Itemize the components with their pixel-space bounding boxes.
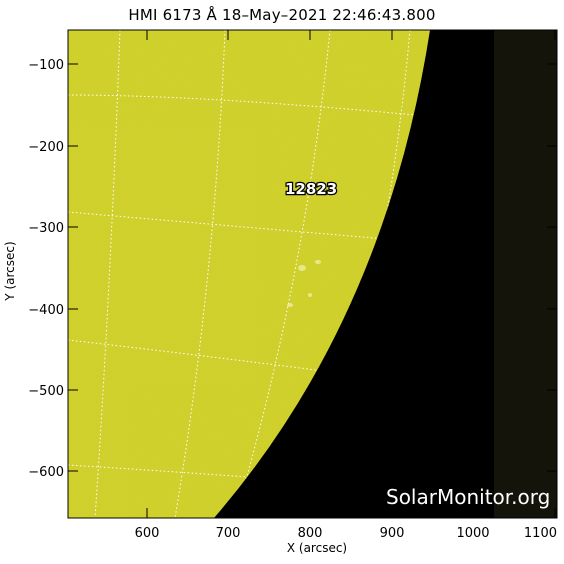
off-frame-strip	[494, 30, 557, 518]
plot-frame	[67, 29, 558, 519]
y-axis-ticks	[68, 63, 557, 472]
x-axis-ticks	[146, 30, 556, 518]
x-axis-label: X (arcsec)	[286, 541, 348, 555]
y-tick-label: −300	[28, 221, 64, 236]
solarmonitor-watermark: SolarMonitor.org	[386, 485, 551, 509]
image-title: HMI 6173 Å 18–May–2021 22:46:43.800	[128, 6, 436, 24]
y-tick-label: −600	[28, 465, 64, 480]
y-tick-label: −100	[28, 58, 64, 73]
y-tick-label: −500	[28, 384, 64, 399]
faculae	[287, 260, 321, 307]
x-tick-label: 800	[298, 526, 323, 541]
x-tick-label: 700	[216, 526, 241, 541]
active-region-label: 12823	[285, 180, 337, 198]
x-tick-label: 600	[135, 526, 160, 541]
x-axis-tick-labels: 600 700 800 900 1000 1100	[135, 526, 557, 541]
y-tick-label: −400	[28, 303, 64, 318]
x-tick-label: 1100	[524, 526, 557, 541]
x-tick-label: 900	[380, 526, 405, 541]
x-tick-label: 1000	[456, 526, 489, 541]
y-tick-label: −200	[28, 140, 64, 155]
y-axis-tick-labels: −100 −200 −300 −400 −500 −600	[28, 58, 64, 480]
